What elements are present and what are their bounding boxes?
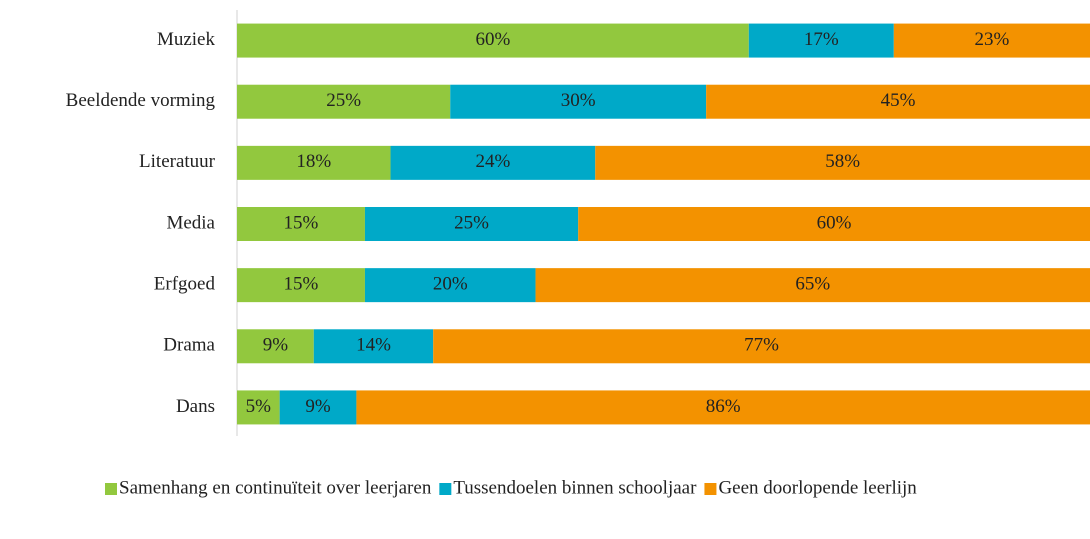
bar-segment [237,207,365,241]
legend-swatch [704,483,717,495]
legend-swatch [105,483,117,495]
data-label: 20% [433,274,468,295]
y-tick-label: Drama [163,335,215,356]
bar-segment [535,268,1090,303]
y-tick-label: Dans [176,396,215,417]
data-label: 25% [326,90,361,111]
data-label: 15% [284,212,319,233]
bar-segment [578,207,1090,241]
y-tick-label: Erfgoed [154,274,216,295]
bar-segment [893,23,1090,58]
legend-label: Samenhang en continuïteit over leerjaren [119,477,432,498]
bar-segment [279,390,357,425]
bar-segment [364,268,536,303]
bar-segment [433,329,1090,364]
y-tick-label: Media [166,212,215,233]
legend-label: Geen doorlopende leerlijn [718,477,917,498]
data-label: 17% [804,29,839,50]
data-label: 9% [263,335,289,356]
legend-swatch [439,483,452,495]
bar-segment [748,23,894,58]
data-label: 9% [305,396,331,417]
data-label: 14% [356,335,391,356]
bar-segment [237,390,280,425]
data-label: 65% [795,274,830,295]
data-label: 25% [454,212,489,233]
bar-segment [237,23,749,58]
data-label: 86% [706,396,741,417]
y-tick-label: Beeldende vorming [66,90,216,111]
data-label: 24% [475,151,510,172]
data-label: 60% [475,29,510,50]
bar-segment [237,329,314,364]
bar-segment [706,84,1090,119]
data-label: 77% [744,335,779,356]
data-label: 18% [296,151,331,172]
data-label: 5% [246,396,272,417]
legend-label: Tussendoelen binnen schooljaar [453,477,697,498]
bar-segment [450,84,707,119]
bar-segment [237,145,391,180]
bar-segment [364,207,579,241]
data-label: 15% [284,274,319,295]
bar-segment [390,145,596,180]
data-label: 23% [974,29,1009,50]
data-label: 58% [825,151,860,172]
y-tick-label: Literatuur [139,151,216,172]
bar-segment [237,84,451,119]
data-label: 60% [817,212,852,233]
bar-segment [356,390,1090,425]
data-label: 45% [881,90,916,111]
bar-segment [595,145,1090,180]
y-tick-label: Muziek [157,29,216,50]
data-label: 30% [561,90,596,111]
bar-segment [237,268,365,303]
bar-segment [313,329,434,364]
